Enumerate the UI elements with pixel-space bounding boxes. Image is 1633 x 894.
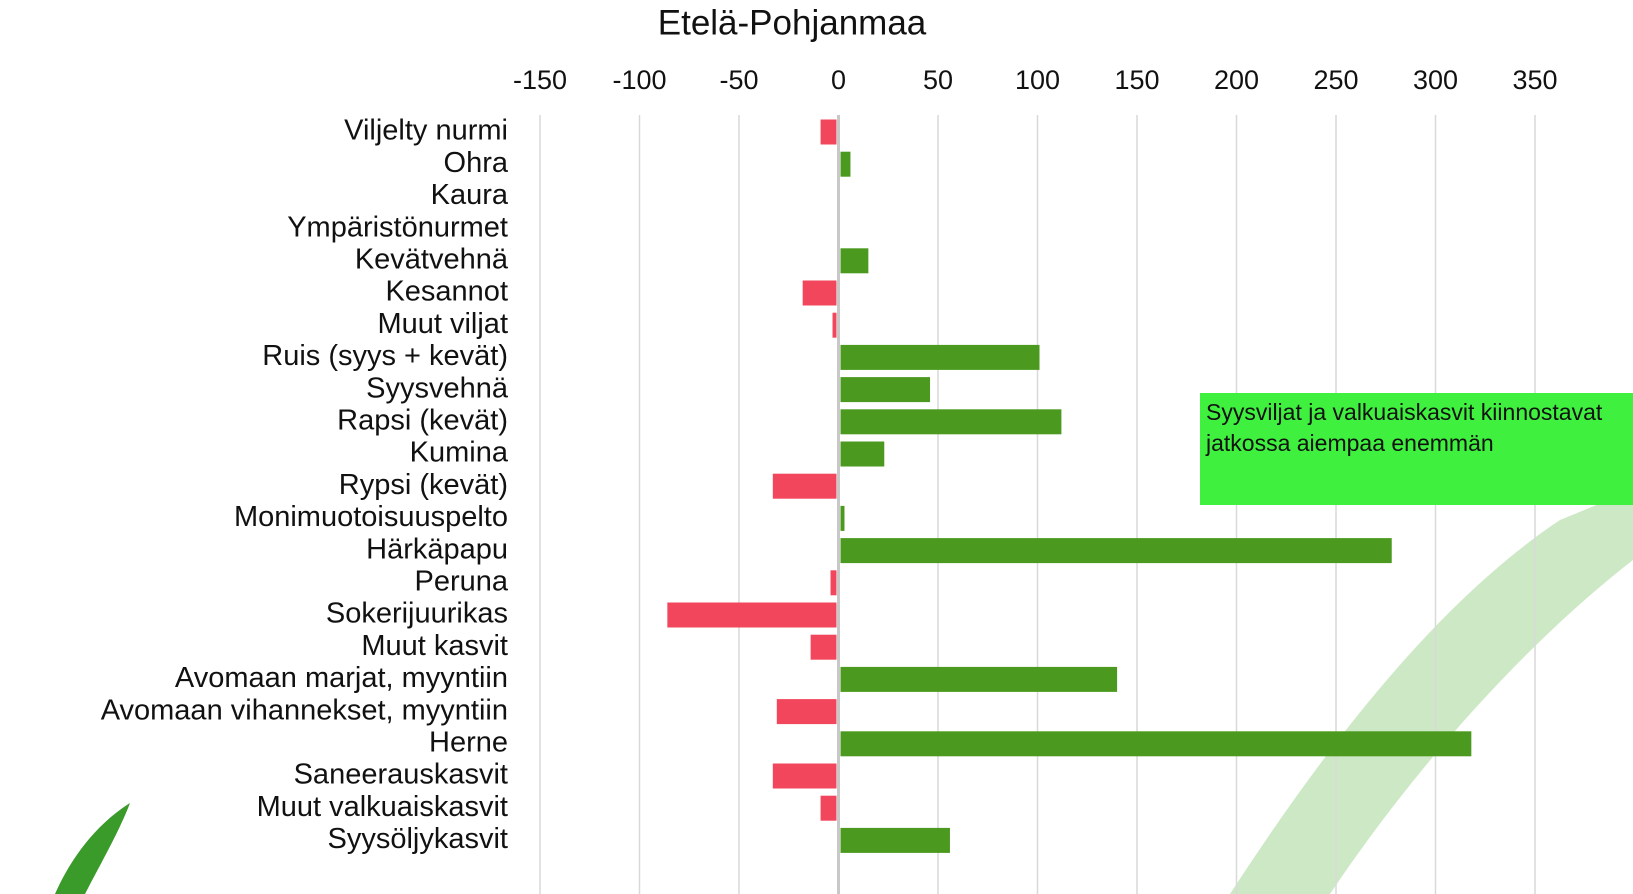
x-tick-label: 50 (923, 65, 953, 95)
category-label: Monimuotoisuuspelto (234, 501, 508, 533)
category-label: Syysöljykasvit (328, 823, 509, 855)
category-label: Avomaan marjat, myyntiin (175, 662, 508, 694)
bar (841, 828, 950, 853)
category-label: Muut valkuaiskasvit (257, 791, 508, 823)
x-tick-label: 0 (831, 65, 846, 95)
category-label: Peruna (414, 565, 508, 597)
bar (841, 538, 1392, 563)
bar (811, 635, 837, 660)
category-label: Muut viljat (377, 308, 508, 340)
bar (841, 667, 1118, 692)
x-tick-label: 150 (1114, 65, 1159, 95)
category-label: Avomaan vihannekset, myyntiin (101, 694, 508, 726)
bar (841, 409, 1062, 434)
bar (833, 313, 837, 338)
category-label: Kaura (431, 179, 509, 211)
page: {"chart_data": {"type": "barh", "title":… (0, 0, 1633, 894)
bar (841, 248, 869, 273)
x-tick-label: 200 (1214, 65, 1259, 95)
category-label: Kumina (410, 437, 509, 469)
chart-title: Etelä-Pohjanmaa (658, 3, 927, 42)
category-label: Saneerauskasvit (294, 759, 508, 791)
category-label: Härkäpapu (366, 533, 508, 565)
bar (773, 764, 837, 789)
category-label: Ympäristönurmet (287, 211, 508, 243)
x-tick-label: -100 (612, 65, 666, 95)
x-tick-label: -50 (719, 65, 758, 95)
category-label: Kesannot (385, 276, 508, 308)
x-tick-label: 250 (1313, 65, 1358, 95)
annotation: Syysviljat ja valkuaiskasvit kiinnostava… (1200, 393, 1633, 505)
bar (831, 570, 837, 595)
category-label: Syysvehnä (366, 372, 509, 404)
category-label: Muut kasvit (361, 630, 508, 662)
category-label: Ohra (444, 147, 509, 179)
bar (803, 281, 837, 306)
x-tick-label: 350 (1512, 65, 1557, 95)
x-tick-label: 300 (1413, 65, 1458, 95)
bar (841, 442, 885, 467)
bar (841, 506, 845, 531)
category-label: Ruis (syys + kevät) (262, 340, 508, 372)
bar (777, 699, 837, 724)
bar (773, 474, 837, 499)
category-label: Sokerijuurikas (326, 598, 508, 630)
x-tick-label: 100 (1015, 65, 1060, 95)
bar (841, 731, 1472, 756)
bar (821, 796, 837, 821)
category-label: Rapsi (kevät) (337, 404, 508, 436)
x-tick-label: -150 (513, 65, 567, 95)
bar (841, 345, 1040, 370)
leaf-logo (55, 803, 130, 894)
category-label: Kevätvehnä (355, 243, 509, 275)
bar (821, 120, 837, 145)
category-label: Rypsi (kevät) (339, 469, 508, 501)
category-label: Viljelty nurmi (344, 115, 508, 147)
bar (841, 152, 851, 177)
bar (667, 603, 836, 628)
category-label: Herne (429, 726, 508, 758)
bar (841, 377, 931, 402)
